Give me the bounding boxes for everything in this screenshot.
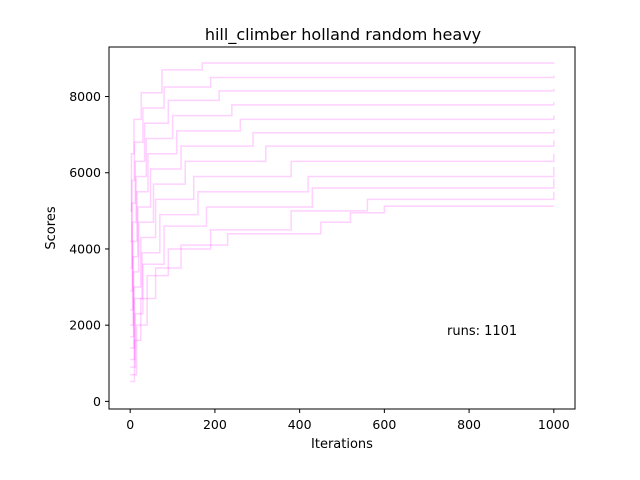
runs-annotation: runs: 1101 — [447, 324, 517, 339]
x-tick-label: 800 — [457, 417, 481, 432]
score-run-line-2 — [130, 191, 555, 376]
score-run-line-8 — [130, 115, 555, 311]
y-axis: 0 2000 4000 6000 8000 — [69, 89, 109, 409]
x-tick-label: 200 — [203, 417, 227, 432]
plot-frame — [108, 46, 576, 410]
score-run-line-1 — [130, 205, 554, 383]
y-tick-label: 4000 — [69, 241, 101, 256]
score-run-line-7 — [130, 128, 555, 326]
y-tick-label: 8000 — [69, 89, 101, 104]
score-run-line-3 — [130, 178, 555, 368]
score-run-line-5 — [130, 153, 555, 349]
y-axis-label: Scores — [44, 206, 59, 249]
score-run-line-9 — [130, 102, 555, 292]
score-run-line-4 — [130, 167, 555, 361]
score-run-line-6 — [130, 140, 555, 338]
x-tick-label: 400 — [288, 417, 312, 432]
x-axis-label: Iterations — [311, 437, 373, 452]
y-tick-label: 0 — [93, 394, 101, 409]
score-run-line-12 — [130, 62, 555, 212]
chart-title: hill_climber holland random heavy — [205, 25, 481, 45]
score-run-line-11 — [130, 75, 555, 243]
x-axis: 0 200 400 600 800 1000 — [126, 409, 570, 432]
y-tick-label: 6000 — [69, 165, 101, 180]
x-tick-label: 0 — [126, 417, 134, 432]
y-tick-label: 2000 — [69, 318, 101, 333]
x-tick-label: 600 — [372, 417, 396, 432]
x-tick-label: 1000 — [538, 417, 570, 432]
score-run-line-10 — [130, 88, 555, 269]
plot-series — [130, 62, 555, 383]
